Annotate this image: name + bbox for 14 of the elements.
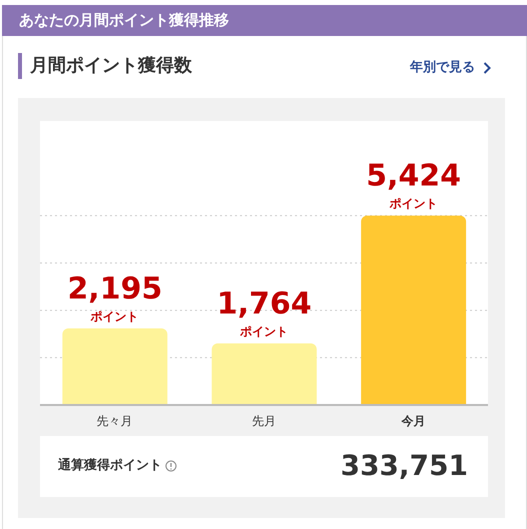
x-tick-label: 先々月 xyxy=(96,414,133,428)
x-tick-label: 今月 xyxy=(400,414,426,428)
data-label: 2,195 xyxy=(67,271,162,306)
data-label: 5,424 xyxy=(366,158,462,194)
annotation: ポイント xyxy=(388,196,438,211)
text: 年別で見る xyxy=(410,59,475,77)
chart-subtitle: 月間ポイント獲得数 xyxy=(30,54,192,78)
text: 333,751 xyxy=(340,448,468,484)
data-label: 1,764 xyxy=(216,286,312,322)
chart-title: あなたの月間ポイント獲得推移 xyxy=(2,5,527,36)
text: 通算獲得ポイント xyxy=(58,457,162,475)
annotation: ポイント xyxy=(90,309,139,324)
annotation: ポイント xyxy=(239,324,288,338)
x-tick-label: 先月 xyxy=(252,414,276,428)
